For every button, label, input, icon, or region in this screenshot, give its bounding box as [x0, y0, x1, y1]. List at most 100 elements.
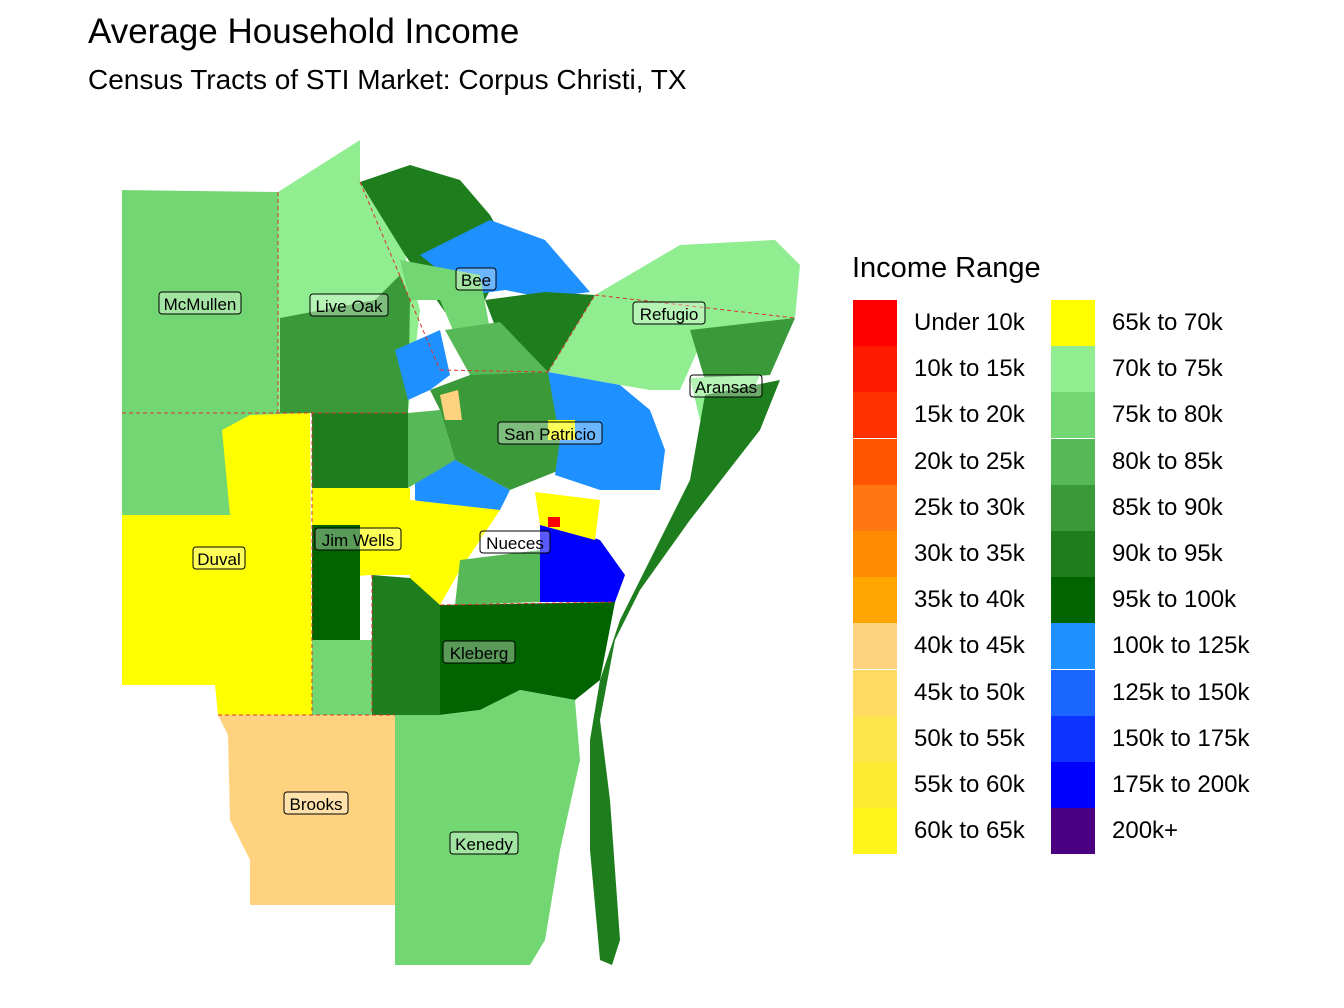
region-bee-south	[445, 322, 548, 382]
label-nueces: Nueces	[479, 530, 551, 554]
region-jim-wells-green	[408, 410, 455, 488]
region-brooks	[218, 715, 395, 905]
legend-swatch	[853, 530, 897, 577]
legend-label: 50k to 55k	[914, 724, 1025, 752]
svg-text:Kleberg: Kleberg	[450, 644, 509, 663]
region-kleberg-west	[372, 575, 440, 735]
choropleth-map: McMullen Live Oak Bee Refugio Aransas Sa…	[122, 140, 800, 965]
label-aransas: Aransas	[689, 374, 763, 398]
legend-swatch	[1051, 623, 1095, 670]
region-live-oak-south	[280, 275, 410, 413]
legend-swatch	[853, 392, 897, 439]
region-jim-wells-north	[312, 413, 408, 488]
svg-text:Bee: Bee	[461, 271, 491, 290]
legend-label: 15k to 20k	[914, 401, 1025, 429]
legend-swatch	[853, 761, 897, 808]
region-nueces-yellow	[410, 500, 500, 605]
legend-swatch	[853, 484, 897, 531]
legend-label: 70k to 75k	[1112, 355, 1223, 383]
legend-label: 55k to 60k	[914, 770, 1025, 798]
legend-label: 25k to 30k	[914, 493, 1025, 521]
legend-label: 150k to 175k	[1112, 724, 1250, 752]
legend-swatch	[1051, 808, 1095, 855]
legend-swatch	[853, 669, 897, 716]
legend-label: 30k to 35k	[914, 539, 1025, 567]
region-refugio-south	[690, 318, 795, 380]
region-barrier-island	[590, 380, 780, 965]
county-borders	[122, 181, 796, 716]
legend-label: 90k to 95k	[1112, 539, 1223, 567]
region-nueces-yellow-core	[535, 492, 600, 540]
legend-swatch	[1051, 577, 1095, 624]
svg-text:Aransas: Aransas	[695, 378, 757, 397]
legend-title: Income Range	[852, 252, 1041, 284]
svg-text:Jim Wells: Jim Wells	[322, 531, 394, 550]
svg-text:Live Oak: Live Oak	[315, 297, 383, 316]
region-bee-center	[400, 260, 490, 335]
region-nueces-red	[548, 517, 560, 527]
legend-swatch	[1051, 438, 1095, 485]
svg-text:Nueces: Nueces	[486, 534, 544, 553]
label-brooks: Brooks	[283, 791, 349, 815]
label-kleberg: Kleberg	[442, 640, 516, 664]
legend-swatch	[1051, 484, 1095, 531]
legend-label: 85k to 90k	[1112, 493, 1223, 521]
legend-swatch	[1051, 530, 1095, 577]
svg-text:Brooks: Brooks	[290, 795, 343, 814]
region-nueces-green	[455, 550, 540, 605]
legend-swatch	[853, 300, 897, 346]
label-bee: Bee	[455, 267, 497, 291]
region-duval-yellow	[122, 413, 312, 715]
legend-label: 200k+	[1112, 817, 1179, 845]
legend-label: 10k to 15k	[914, 355, 1025, 383]
region-mcmullen	[122, 190, 278, 413]
legend-swatch	[853, 623, 897, 670]
map-subtitle: Census Tracts of STI Market: Corpus Chri…	[88, 64, 687, 95]
legend-swatch	[1051, 346, 1095, 393]
legend-swatch	[853, 346, 897, 393]
legend-label: 60k to 65k	[914, 817, 1025, 845]
legend-label: 20k to 25k	[914, 447, 1025, 475]
label-san-patricio: San Patricio	[497, 421, 603, 445]
region-san-patricio-yellow	[548, 420, 575, 440]
region-kenedy	[395, 690, 580, 965]
label-live-oak: Live Oak	[309, 293, 389, 317]
legend-swatch	[1051, 392, 1095, 439]
svg-text:San Patricio: San Patricio	[504, 425, 596, 444]
svg-text:Kenedy: Kenedy	[455, 835, 513, 854]
legend-swatch	[853, 808, 897, 855]
region-san-patricio-green	[430, 372, 580, 490]
legend-label: 95k to 100k	[1112, 586, 1237, 614]
svg-text:McMullen: McMullen	[164, 295, 237, 314]
legend-label: 40k to 45k	[914, 632, 1025, 660]
legend-label: 125k to 150k	[1112, 678, 1250, 706]
label-refugio: Refugio	[632, 301, 706, 325]
svg-text:Duval: Duval	[197, 550, 240, 569]
region-san-patricio-tan	[440, 390, 462, 420]
legend-label: 80k to 85k	[1112, 447, 1223, 475]
label-jim-wells: Jim Wells	[314, 527, 402, 551]
legend-label: Under 10k	[914, 309, 1025, 336]
map-title: Average Household Income	[88, 12, 520, 51]
region-jim-wells-dark	[312, 525, 360, 640]
region-san-patricio-blue	[548, 372, 665, 490]
label-duval: Duval	[192, 546, 246, 570]
legend-label: 175k to 200k	[1112, 770, 1250, 798]
region-jim-wells-south	[312, 640, 372, 715]
legend-swatch	[1051, 300, 1095, 346]
svg-text:Refugio: Refugio	[640, 305, 699, 324]
legend-label: 35k to 40k	[914, 586, 1025, 614]
legend-swatch	[853, 577, 897, 624]
legend-swatch	[853, 438, 897, 485]
legend-swatch	[1051, 669, 1095, 716]
label-mcmullen: McMullen	[158, 291, 242, 315]
region-refugio	[548, 240, 800, 390]
legend-swatch	[1051, 761, 1095, 808]
legend-swatch	[853, 715, 897, 762]
region-kleberg-east	[440, 602, 615, 715]
region-nueces-blue	[540, 520, 625, 602]
legend-label: 65k to 70k	[1112, 309, 1223, 336]
region-bee-west-blue	[395, 330, 450, 400]
legend-label: 75k to 80k	[1112, 401, 1223, 429]
label-kenedy: Kenedy	[449, 831, 519, 855]
